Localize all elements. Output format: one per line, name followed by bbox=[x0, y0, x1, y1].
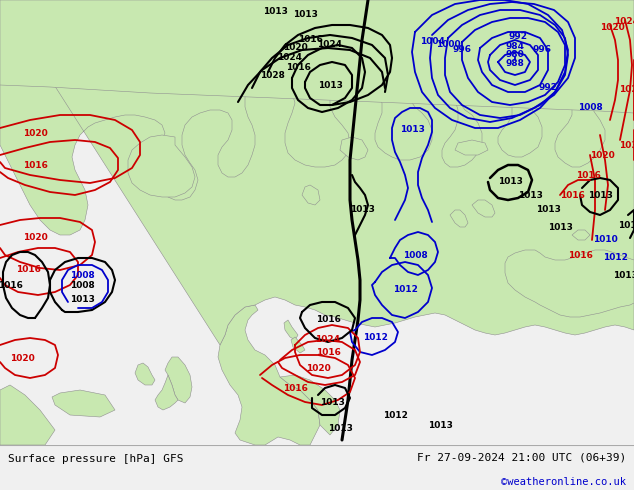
Polygon shape bbox=[284, 320, 298, 340]
Text: 1013: 1013 bbox=[262, 7, 287, 17]
Text: 980: 980 bbox=[506, 50, 524, 59]
Text: 1013: 1013 bbox=[320, 397, 344, 407]
Text: ©weatheronline.co.uk: ©weatheronline.co.uk bbox=[501, 477, 626, 487]
Text: 1016: 1016 bbox=[316, 347, 340, 357]
Text: 1013: 1013 bbox=[318, 80, 342, 90]
Polygon shape bbox=[472, 200, 495, 217]
Text: 996: 996 bbox=[453, 46, 472, 54]
Text: 1020: 1020 bbox=[23, 128, 48, 138]
Text: 1013: 1013 bbox=[618, 220, 634, 229]
Polygon shape bbox=[135, 363, 155, 385]
Text: 1008: 1008 bbox=[70, 280, 94, 290]
Polygon shape bbox=[450, 210, 468, 227]
Text: 1012: 1012 bbox=[363, 334, 387, 343]
Polygon shape bbox=[572, 230, 590, 240]
Text: 1010: 1010 bbox=[593, 236, 618, 245]
Text: 1020: 1020 bbox=[283, 44, 307, 52]
Text: 1020: 1020 bbox=[306, 364, 330, 372]
Polygon shape bbox=[52, 390, 115, 417]
Polygon shape bbox=[505, 250, 634, 317]
Text: 996: 996 bbox=[533, 46, 552, 54]
Polygon shape bbox=[0, 0, 634, 65]
Text: 1024: 1024 bbox=[278, 53, 302, 63]
Text: 1004: 1004 bbox=[420, 38, 444, 47]
Text: 1013: 1013 bbox=[517, 191, 543, 199]
Text: 1016: 1016 bbox=[316, 316, 340, 324]
Text: 1020: 1020 bbox=[600, 24, 624, 32]
Text: 992: 992 bbox=[538, 83, 557, 93]
Text: 1012: 1012 bbox=[382, 411, 408, 419]
Text: 984: 984 bbox=[505, 43, 524, 51]
Text: 1016: 1016 bbox=[576, 171, 600, 179]
Text: 1016: 1016 bbox=[23, 161, 48, 170]
Text: 1008: 1008 bbox=[70, 270, 94, 279]
Text: 1016: 1016 bbox=[16, 266, 41, 274]
Text: 1000: 1000 bbox=[436, 41, 460, 49]
Text: 1013: 1013 bbox=[548, 223, 573, 232]
Text: 1013: 1013 bbox=[328, 423, 353, 433]
Polygon shape bbox=[0, 385, 55, 445]
Text: 1016: 1016 bbox=[285, 64, 311, 73]
Text: Fr 27-09-2024 21:00 UTC (06+39): Fr 27-09-2024 21:00 UTC (06+39) bbox=[417, 453, 626, 463]
Text: 1013: 1013 bbox=[588, 191, 612, 199]
Polygon shape bbox=[0, 0, 634, 113]
Text: 1016: 1016 bbox=[297, 35, 323, 45]
Text: 1016: 1016 bbox=[0, 280, 22, 290]
Text: 1020: 1020 bbox=[23, 234, 48, 243]
Text: 1012: 1012 bbox=[602, 253, 628, 263]
Text: 1016: 1016 bbox=[567, 250, 592, 260]
Text: 1013: 1013 bbox=[427, 420, 453, 430]
Text: 1013: 1013 bbox=[349, 205, 375, 215]
Text: 1028: 1028 bbox=[619, 85, 634, 95]
Polygon shape bbox=[340, 137, 368, 160]
Text: 1013: 1013 bbox=[399, 125, 424, 134]
Text: 1008: 1008 bbox=[403, 250, 427, 260]
Text: 1020: 1020 bbox=[10, 353, 34, 363]
Text: 992: 992 bbox=[508, 32, 527, 42]
Polygon shape bbox=[165, 357, 192, 403]
Polygon shape bbox=[302, 185, 320, 205]
Text: 1008: 1008 bbox=[578, 103, 602, 113]
Text: 1016: 1016 bbox=[560, 191, 585, 199]
Text: 1012: 1012 bbox=[392, 286, 417, 294]
Text: 1013: 1013 bbox=[498, 177, 522, 187]
Polygon shape bbox=[218, 305, 320, 445]
Text: 1013: 1013 bbox=[612, 270, 634, 279]
Polygon shape bbox=[455, 140, 488, 155]
Polygon shape bbox=[155, 375, 178, 410]
Text: Surface pressure [hPa] GFS: Surface pressure [hPa] GFS bbox=[8, 454, 183, 465]
Polygon shape bbox=[280, 375, 340, 435]
Text: 1024: 1024 bbox=[614, 18, 634, 26]
Polygon shape bbox=[128, 135, 195, 197]
Text: 1013: 1013 bbox=[292, 10, 318, 20]
Text: 988: 988 bbox=[505, 58, 524, 68]
Polygon shape bbox=[0, 0, 634, 345]
Text: 1028: 1028 bbox=[259, 71, 285, 79]
Text: 1013: 1013 bbox=[70, 295, 94, 304]
Polygon shape bbox=[291, 337, 305, 353]
Text: 1024: 1024 bbox=[316, 336, 340, 344]
Text: 1024: 1024 bbox=[318, 41, 342, 49]
Text: 1032: 1032 bbox=[619, 141, 634, 149]
Text: 1016: 1016 bbox=[283, 384, 307, 392]
Text: 1013: 1013 bbox=[536, 205, 560, 215]
Text: 1020: 1020 bbox=[590, 150, 614, 160]
